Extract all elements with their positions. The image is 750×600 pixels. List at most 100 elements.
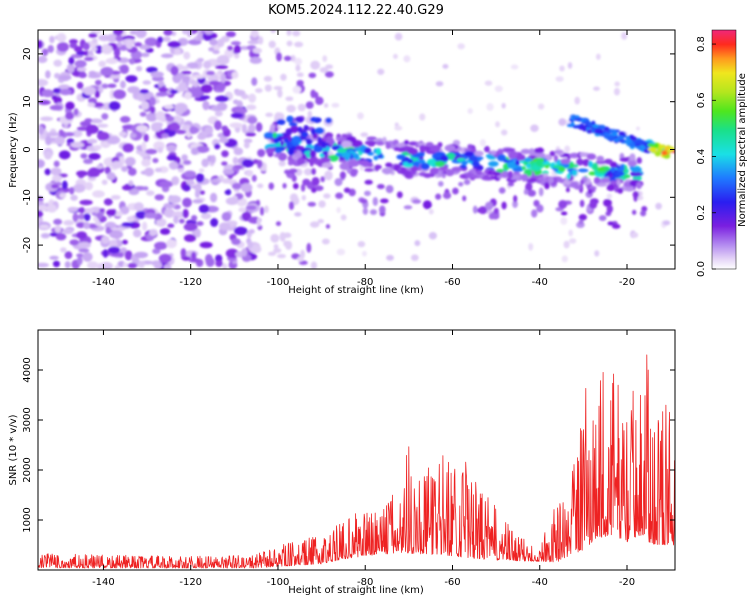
heatmap-blob bbox=[341, 151, 352, 158]
heatmap-blob bbox=[76, 126, 88, 131]
heatmap-blob bbox=[555, 76, 564, 82]
heatmap-blob bbox=[631, 209, 637, 215]
heatmap-blob bbox=[69, 239, 80, 246]
heatmap-blob bbox=[300, 183, 306, 192]
heatmap-blob bbox=[225, 248, 239, 259]
heatmap-blob bbox=[278, 160, 286, 167]
heatmap-blob bbox=[80, 153, 88, 159]
figure-title: KOM5.2024.112.22.40.G29 bbox=[268, 3, 444, 18]
heatmap-blob bbox=[442, 191, 452, 199]
heatmap-blob bbox=[166, 144, 177, 153]
heatmap-blob bbox=[340, 214, 347, 221]
heatmap-blob bbox=[325, 224, 331, 229]
heatmap-blob bbox=[159, 228, 171, 235]
heatmap-blob bbox=[501, 102, 506, 109]
heatmap-blob bbox=[146, 66, 158, 73]
heatmap-blob bbox=[125, 156, 136, 167]
heatmap-blob bbox=[54, 72, 61, 79]
snr-xlabel: Height of straight line (km) bbox=[288, 585, 424, 596]
heatmap-blob bbox=[241, 123, 247, 134]
heatmap-blob bbox=[106, 135, 121, 145]
heatmap-blob bbox=[91, 38, 98, 44]
heatmap-blob bbox=[287, 160, 294, 166]
heatmap-blob bbox=[181, 154, 188, 161]
heatmap-blob bbox=[606, 184, 615, 192]
x-tick-label: -60 bbox=[444, 577, 460, 588]
heatmap-blob bbox=[290, 125, 299, 134]
heatmap-blob bbox=[381, 167, 394, 175]
heatmap-blob bbox=[127, 167, 137, 176]
heatmap-blob bbox=[410, 166, 418, 173]
heatmap-blob bbox=[294, 57, 303, 66]
heatmap-blob bbox=[153, 261, 163, 269]
heatmap-blob bbox=[322, 150, 329, 156]
heatmap-blob bbox=[311, 187, 317, 193]
heatmap-blob bbox=[149, 96, 156, 106]
heatmap-blob bbox=[582, 158, 590, 167]
heatmap-blob bbox=[538, 187, 544, 197]
heatmap-blob bbox=[125, 39, 134, 50]
heatmap-blob bbox=[182, 160, 192, 165]
heatmap-blob bbox=[280, 140, 285, 147]
x-tick-label: -140 bbox=[92, 577, 115, 588]
heatmap-blob bbox=[183, 51, 191, 60]
heatmap-blob bbox=[298, 127, 303, 134]
heatmap-blob bbox=[161, 133, 169, 139]
heatmap-blob bbox=[591, 128, 596, 134]
heatmap-blob bbox=[180, 248, 187, 258]
heatmap-blob bbox=[149, 228, 158, 237]
y-tick-label: 10 bbox=[22, 95, 33, 108]
heatmap-blob bbox=[222, 263, 228, 269]
heatmap-blob bbox=[142, 80, 152, 85]
heatmap-blob bbox=[311, 176, 320, 186]
heatmap-blob bbox=[568, 229, 574, 237]
heatmap-blob bbox=[574, 115, 580, 119]
heatmap-blob bbox=[587, 188, 593, 195]
heatmap-blob bbox=[399, 166, 407, 173]
heatmap-blob bbox=[152, 158, 159, 164]
heatmap-blob bbox=[189, 126, 199, 134]
heatmap-blob bbox=[142, 221, 148, 231]
heatmap-blob bbox=[324, 71, 334, 78]
heatmap-blob bbox=[210, 218, 219, 227]
heatmap-blob bbox=[492, 171, 501, 176]
heatmap-blob bbox=[331, 102, 340, 108]
heatmap-blob bbox=[296, 72, 304, 78]
heatmap-blob bbox=[364, 168, 375, 172]
heatmap-blob bbox=[508, 151, 519, 159]
heatmap-blob bbox=[221, 161, 228, 166]
heatmap-blob bbox=[435, 193, 442, 200]
heatmap-blob bbox=[155, 110, 166, 121]
heatmap-blob bbox=[613, 138, 620, 143]
heatmap-blob bbox=[88, 167, 101, 178]
heatmap-blob bbox=[173, 48, 182, 56]
heatmap-blob bbox=[115, 35, 123, 42]
heatmap-blob bbox=[88, 152, 101, 160]
heatmap-blob bbox=[75, 221, 86, 229]
heatmap-blob bbox=[76, 253, 84, 258]
heatmap-blob bbox=[273, 248, 282, 254]
heatmap-blob bbox=[503, 147, 516, 152]
heatmap-blob bbox=[349, 168, 358, 177]
heatmap-blob bbox=[77, 241, 91, 249]
heatmap-blob bbox=[114, 264, 120, 269]
heatmap-blob bbox=[47, 45, 54, 53]
heatmap-blob bbox=[337, 148, 347, 153]
y-tick-label: -10 bbox=[22, 189, 33, 205]
heatmap-blob bbox=[247, 123, 256, 133]
heatmap-blob bbox=[467, 108, 473, 115]
heatmap-blob bbox=[534, 152, 546, 158]
heatmap-blob bbox=[463, 179, 471, 185]
heatmap-blob bbox=[46, 204, 57, 213]
heatmap-blob bbox=[194, 189, 200, 199]
heatmap-blob bbox=[66, 63, 75, 74]
heatmap-blob bbox=[87, 102, 96, 108]
heatmap-blob bbox=[563, 240, 570, 249]
heatmap-blob bbox=[105, 226, 111, 235]
heatmap-blob bbox=[607, 221, 614, 226]
heatmap-blob bbox=[144, 212, 158, 219]
heatmap-blob bbox=[537, 103, 545, 110]
heatmap-blob bbox=[490, 150, 497, 156]
